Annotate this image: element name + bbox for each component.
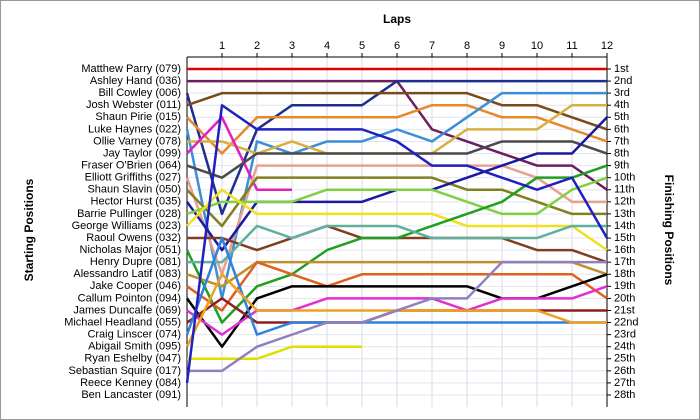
x-tick-label: 12 [601, 40, 613, 52]
series-name: Fraser O'Brien (064) [81, 159, 181, 171]
series-name: Shaun Pirie (015) [95, 111, 181, 123]
y-tick-label: 16th [614, 244, 635, 256]
y-tick-label: 22nd [614, 316, 638, 328]
series-name: Callum Pointon (094) [78, 292, 181, 304]
y-tick-label: 10th [614, 172, 635, 184]
y-tick-label: 7th [614, 135, 629, 147]
series-name: Josh Webster (011) [86, 99, 181, 111]
y-tick-label: 19th [614, 280, 635, 292]
series-name: Ashley Hand (036) [90, 75, 181, 87]
series-line [186, 260, 608, 312]
series-name: Jay Taylor (099) [103, 147, 181, 159]
series-line [187, 224, 607, 264]
series-name: Ollie Varney (078) [93, 135, 181, 147]
x-tick-label: 2 [254, 40, 260, 52]
series-line [185, 103, 609, 384]
series-line [186, 176, 607, 228]
x-tick-label: 3 [289, 40, 295, 52]
series-line [186, 188, 608, 252]
y-tick-label: 11th [614, 184, 635, 196]
y-tick-label: 17th [614, 256, 635, 268]
series-name: Alessandro Latif (083) [73, 268, 181, 280]
x-tick-label: 8 [464, 40, 470, 52]
x-tick-label: 9 [499, 40, 505, 52]
series-name: Hector Hurst (035) [91, 196, 181, 208]
y-tick-label: 8th [614, 147, 629, 159]
series-name: James Duncalfe (069) [73, 304, 181, 316]
y-tick-label: 20th [614, 292, 635, 304]
y-tick-label: 15th [614, 232, 635, 244]
y-axis-label: Starting Positions [22, 178, 36, 281]
series-line [185, 164, 608, 324]
y-tick-label: 18th [614, 268, 635, 280]
y-tick-label: 1st [614, 63, 629, 75]
y2-axis-label: Finishing Positions [662, 175, 676, 286]
series-name: Craig Linscer (074) [87, 329, 181, 341]
series-name: Henry Dupre (081) [90, 256, 181, 268]
series-name: Barrie Pullinger (028) [77, 208, 181, 220]
series-name: Matthew Parry (079) [81, 63, 181, 75]
series-name: Ryan Eshelby (047) [84, 353, 181, 365]
series-line [187, 345, 362, 361]
series-name: Bill Cowley (006) [98, 87, 181, 99]
x-tick-label: 5 [359, 40, 365, 52]
x-tick-label: 6 [394, 40, 400, 52]
y-tick-label: 5th [614, 111, 629, 123]
series-name: Jake Cooper (046) [90, 280, 181, 292]
x-tick-label: 11 [566, 40, 577, 52]
x-tick-label: 4 [324, 40, 330, 52]
y-tick-label: 26th [614, 365, 635, 377]
y-tick-label: 24th [614, 341, 635, 353]
series-line [186, 176, 608, 216]
y-tick-label: 12th [614, 196, 635, 208]
x-tick-label: 1 [219, 40, 225, 52]
y-tick-label: 4th [614, 99, 629, 111]
series-line [187, 260, 607, 373]
series-name: Sebastian Squire (017) [68, 365, 181, 377]
series-name: Luke Haynes (022) [88, 123, 181, 135]
y-tick-label: 2nd [614, 75, 632, 87]
y-tick-label: 28th [614, 389, 635, 401]
series-line [186, 140, 608, 179]
series-line [186, 116, 292, 191]
series-name: Shaun Slavin (050) [87, 184, 181, 196]
series-name: Nicholas Major (051) [80, 244, 181, 256]
y-tick-label: 14th [614, 220, 635, 232]
y-tick-label: 13th [614, 208, 635, 220]
y-tick-label: 3rd [614, 87, 630, 99]
y-tick-label: 21st [614, 304, 635, 316]
series-name: Elliott Griffiths (027) [85, 172, 181, 184]
series-name: Raoul Owens (032) [86, 232, 181, 244]
y-tick-label: 25th [614, 353, 635, 365]
x-tick-label: 7 [429, 40, 435, 52]
series-name: Abigail Smith (095) [88, 341, 181, 353]
series-name: Reece Kenney (084) [80, 377, 181, 389]
series-line [185, 236, 607, 336]
y-tick-label: 9th [614, 159, 629, 171]
series-line [186, 91, 608, 131]
series-name: Michael Headland (055) [64, 316, 181, 328]
y-tick-label: 23rd [614, 329, 636, 341]
series-name: Ben Lancaster (091) [81, 389, 181, 401]
y-tick-label: 6th [614, 123, 629, 135]
y-tick-label: 27th [614, 377, 635, 389]
series-name: George Williams (023) [72, 220, 181, 232]
series-line [186, 103, 608, 155]
x-tick-label: 10 [531, 40, 543, 52]
series-line [185, 91, 607, 300]
chart-title: Laps [383, 12, 411, 26]
